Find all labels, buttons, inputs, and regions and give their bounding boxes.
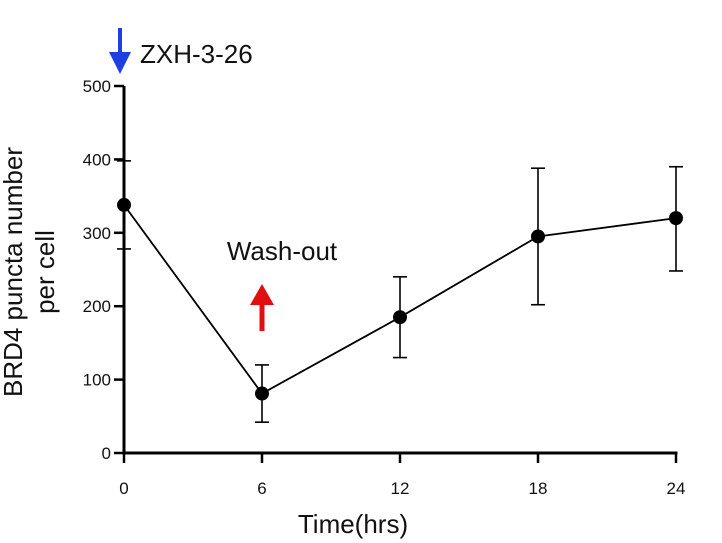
y-tick-label: 0 <box>102 444 111 463</box>
data-point <box>393 310 407 325</box>
data-point <box>531 229 545 244</box>
data-point <box>669 211 683 226</box>
plot-area <box>117 160 683 423</box>
x-ticks: 0 6 12 18 24 <box>119 453 685 498</box>
blue-down-arrow-icon <box>109 28 131 74</box>
annotation-washout: Wash-out <box>227 236 338 331</box>
y-axis-title: BRD4 puncta number per cell <box>0 147 60 397</box>
arrow-head <box>250 284 274 305</box>
y-tick-label: 200 <box>83 297 111 316</box>
y-tick-label: 400 <box>83 150 111 169</box>
y-tick-label: 100 <box>83 371 111 390</box>
x-axis: 0 6 12 18 24 <box>119 451 685 498</box>
red-up-arrow-icon <box>250 284 274 331</box>
x-axis-title: Time(hrs) <box>298 509 408 539</box>
y-axis-title-line2: per cell <box>30 230 60 314</box>
annotation-zxh-label: ZXH-3-26 <box>140 39 253 69</box>
x-tick-label: 12 <box>391 479 410 498</box>
y-axis-title-line1: BRD4 puncta number <box>0 147 28 397</box>
y-tick-label: 300 <box>83 224 111 243</box>
x-tick-label: 0 <box>119 479 128 498</box>
y-axis: 0 100 200 300 400 500 <box>83 77 126 463</box>
arrow-head <box>109 52 131 74</box>
y-tick-label: 500 <box>83 77 111 96</box>
annotation-washout-label: Wash-out <box>227 236 338 266</box>
x-tick-label: 24 <box>667 479 686 498</box>
data-point <box>117 197 131 212</box>
x-tick-label: 18 <box>529 479 548 498</box>
x-tick-label: 6 <box>257 479 266 498</box>
annotation-zxh: ZXH-3-26 <box>109 28 253 74</box>
data-point <box>255 386 269 401</box>
y-ticks: 0 100 200 300 400 500 <box>83 77 124 463</box>
